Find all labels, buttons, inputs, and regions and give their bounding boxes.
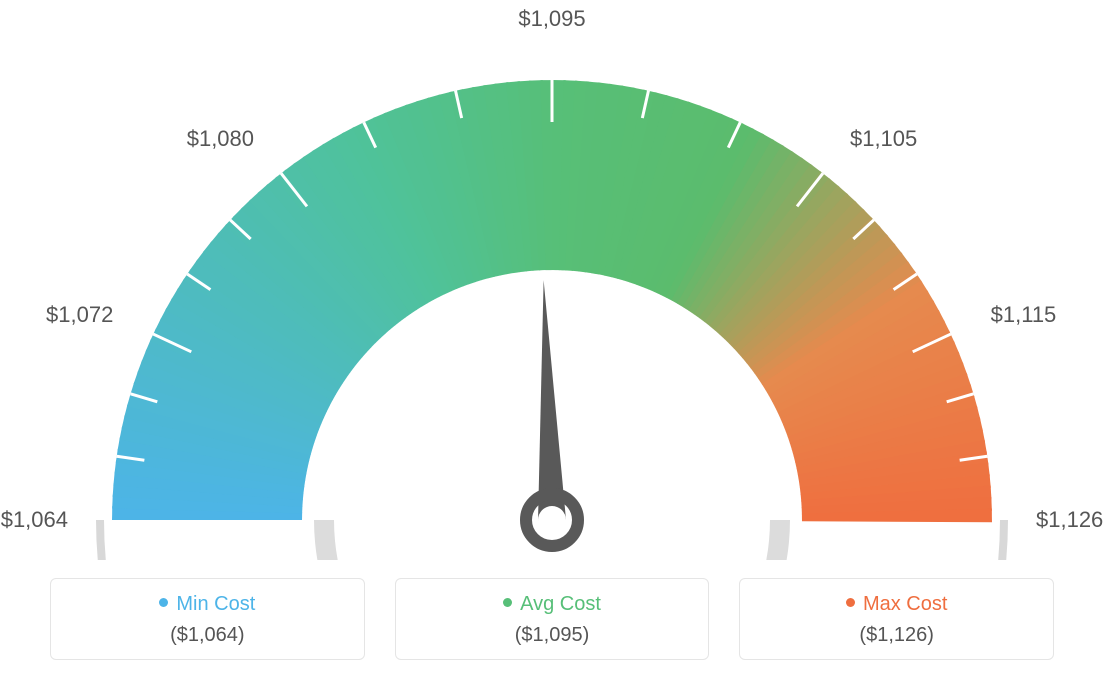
dot-avg <box>503 598 512 607</box>
tick-label: $1,115 <box>991 302 1057 328</box>
legend-max-title: Max Cost <box>750 593 1043 616</box>
dot-max <box>846 598 855 607</box>
legend-max-value: ($1,126) <box>750 624 1043 647</box>
legend-avg-title: Avg Cost <box>406 593 699 616</box>
legend-max-label: Max Cost <box>863 593 947 615</box>
legend-min-label: Min Cost <box>176 593 255 615</box>
cost-gauge-chart: $1,064 $1,072 $1,080 $1,095 $1,105 $1,115 $1,1… <box>0 0 1104 690</box>
tick-label: $1,126 <box>1036 507 1103 533</box>
legend: Min Cost ($1,064) Avg Cost ($1,095) Max … <box>50 578 1054 660</box>
tick-label: $1,064 <box>1 507 68 533</box>
legend-avg-value: ($1,095) <box>406 624 699 647</box>
dot-min <box>159 598 168 607</box>
legend-min: Min Cost ($1,064) <box>50 578 365 660</box>
legend-min-value: ($1,064) <box>61 624 354 647</box>
tick-label: $1,072 <box>46 302 113 328</box>
gauge-svg <box>0 0 1104 560</box>
legend-max: Max Cost ($1,126) <box>739 578 1054 660</box>
tick-label: $1,105 <box>850 126 917 152</box>
legend-avg-label: Avg Cost <box>520 593 601 615</box>
legend-min-title: Min Cost <box>61 593 354 616</box>
tick-label: $1,095 <box>518 6 585 32</box>
tick-label: $1,080 <box>187 126 254 152</box>
legend-avg: Avg Cost ($1,095) <box>395 578 710 660</box>
gauge: $1,064 $1,072 $1,080 $1,095 $1,105 $1,115 $1,1… <box>0 0 1104 560</box>
